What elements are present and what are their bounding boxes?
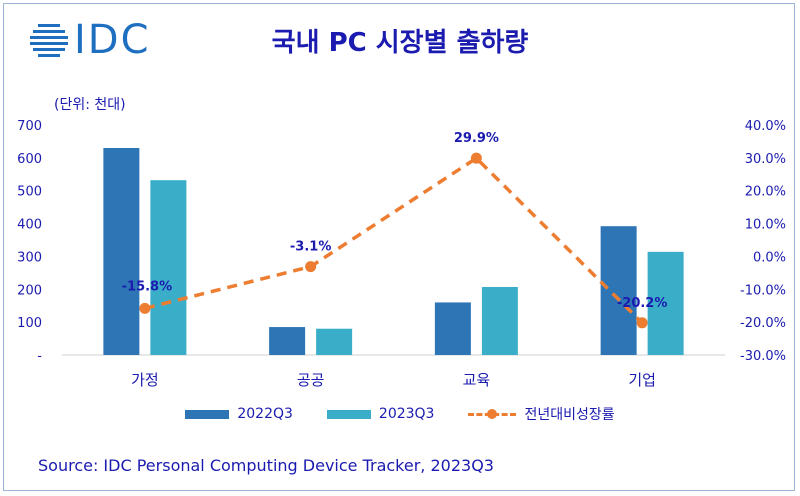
category-label: 가정 [131, 371, 159, 389]
y-left-tick: 500 [17, 185, 42, 200]
y-right-tick: 10.0% [745, 218, 786, 233]
bar-2023Q3-가정 [150, 180, 187, 355]
growth-point [636, 317, 648, 329]
growth-point [470, 152, 482, 164]
legend-label-growth: 전년대비성장률 [524, 407, 615, 423]
bar-2022Q3-공공 [269, 327, 306, 355]
y-right-tick: -10.0% [740, 283, 786, 298]
legend-label-2022: 2022Q3 [237, 406, 293, 422]
chart-title: 국내 PC 시장별 출하량 [271, 28, 529, 58]
growth-data-label: 29.9% [454, 131, 499, 146]
growth-data-label: -15.8% [122, 279, 173, 294]
y-left-tick: 300 [17, 250, 42, 265]
bar-2023Q3-교육 [481, 286, 518, 355]
y-left-tick: - [37, 349, 42, 364]
source-note: Source: IDC Personal Computing Device Tr… [38, 456, 494, 475]
idc-logo: IDC [28, 18, 151, 62]
growth-point [139, 302, 151, 314]
legend-item-growth: 전년대비성장률 [468, 404, 615, 424]
logo-text: IDC [74, 17, 151, 63]
y-left-tick: 600 [17, 152, 42, 167]
category-label: 교육 [463, 371, 491, 389]
growth-point [305, 261, 317, 273]
growth-data-label: -20.2% [617, 296, 668, 311]
legend-label-2023: 2023Q3 [378, 406, 435, 422]
growth-line [144, 155, 644, 325]
y-right-tick: 40.0% [745, 119, 786, 134]
bar-2023Q3-공공 [316, 328, 353, 355]
y-left-tick: 100 [17, 316, 42, 331]
y-left-tick: 400 [17, 218, 42, 233]
legend-item-2023: 2023Q3 [326, 406, 435, 422]
legend-swatch-2023 [326, 409, 371, 419]
globe-icon [30, 24, 68, 57]
y-right-tick: -20.0% [740, 316, 786, 331]
bar-2022Q3-교육 [434, 302, 471, 355]
y-right-tick: 0.0% [753, 250, 786, 265]
category-label: 공공 [297, 371, 325, 389]
bar-2023Q3-기업 [647, 251, 684, 355]
unit-label: (단위: 천대) [54, 97, 126, 113]
growth-data-label: -3.1% [290, 240, 331, 255]
legend: 2022Q3 2023Q3 전년대비성장률 [0, 404, 800, 424]
y-right-tick: 20.0% [745, 185, 786, 200]
bar-2022Q3-가정 [103, 148, 140, 355]
legend-swatch-2022 [185, 409, 230, 419]
y-right-tick: -30.0% [740, 349, 786, 364]
y-left-tick: 700 [17, 119, 42, 134]
y-left-tick: 200 [17, 283, 42, 298]
legend-swatch-growth [468, 408, 517, 420]
y-right-tick: 30.0% [745, 152, 786, 167]
category-label: 기업 [628, 371, 656, 389]
bar-2022Q3-기업 [600, 226, 637, 355]
legend-item-2022: 2022Q3 [185, 406, 293, 422]
